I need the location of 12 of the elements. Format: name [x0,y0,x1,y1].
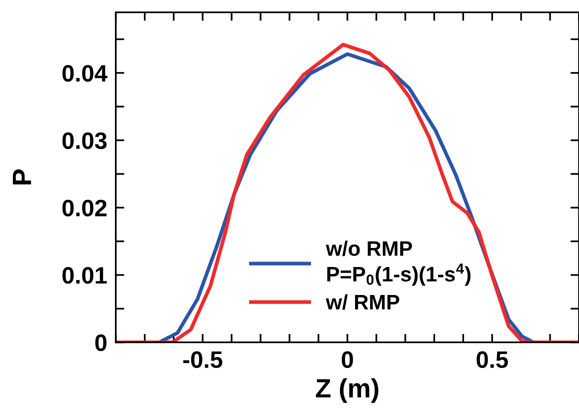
y-tick-label: 0.03 [62,132,107,150]
y-tick-label: 0.02 [62,200,107,216]
x-tick-label: 0.5 [476,351,508,368]
y-axis-title: P [12,169,32,184]
x-tick-label: -0.5 [183,351,222,368]
y-tick-label: 0.04 [62,64,108,82]
y-tick-label: 0 [95,334,106,352]
legend-label: w/o RMP P=P$_{0}$(1-s)(1-s$^{4}$) [326,240,470,286]
x-tick-label: 0 [342,351,353,368]
y-tick-label: 0.01 [62,267,107,284]
legend-label: w/ RMP [326,294,400,310]
x-axis-title: Z (m) [316,378,378,403]
